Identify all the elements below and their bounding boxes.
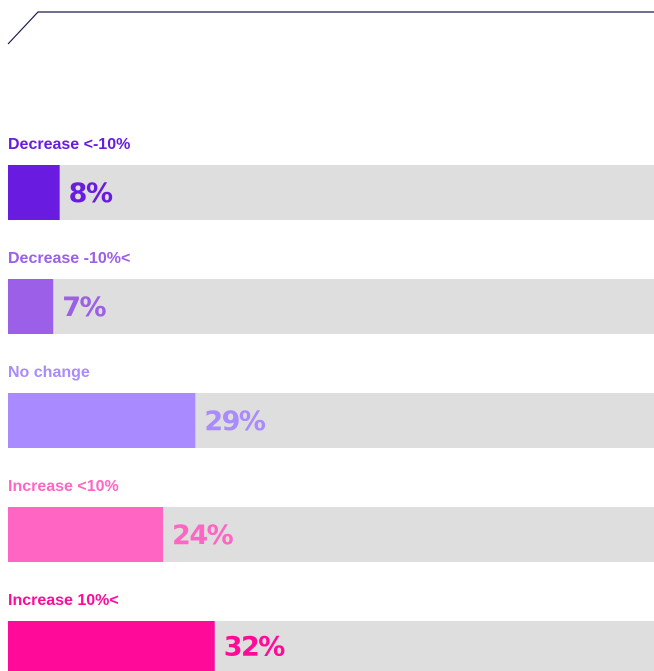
bar	[8, 393, 196, 448]
category-label: Decrease <-10%	[8, 136, 130, 153]
decoration	[7, 11, 654, 45]
bar-track	[8, 279, 654, 334]
category-label: Decrease -10%<	[8, 250, 130, 267]
value-label: 32%	[224, 632, 286, 663]
value-label: 7%	[62, 292, 106, 323]
bar	[8, 621, 215, 671]
bar	[8, 279, 54, 334]
value-label: 29%	[204, 406, 266, 437]
bar	[8, 165, 60, 220]
category-label: Increase <10%	[8, 478, 119, 495]
category-label: No change	[8, 364, 90, 381]
value-label: 8%	[69, 178, 113, 209]
bar-track	[8, 165, 654, 220]
value-label: 24%	[172, 520, 234, 551]
category-label: Increase 10%<	[8, 592, 119, 609]
bar	[8, 507, 164, 562]
